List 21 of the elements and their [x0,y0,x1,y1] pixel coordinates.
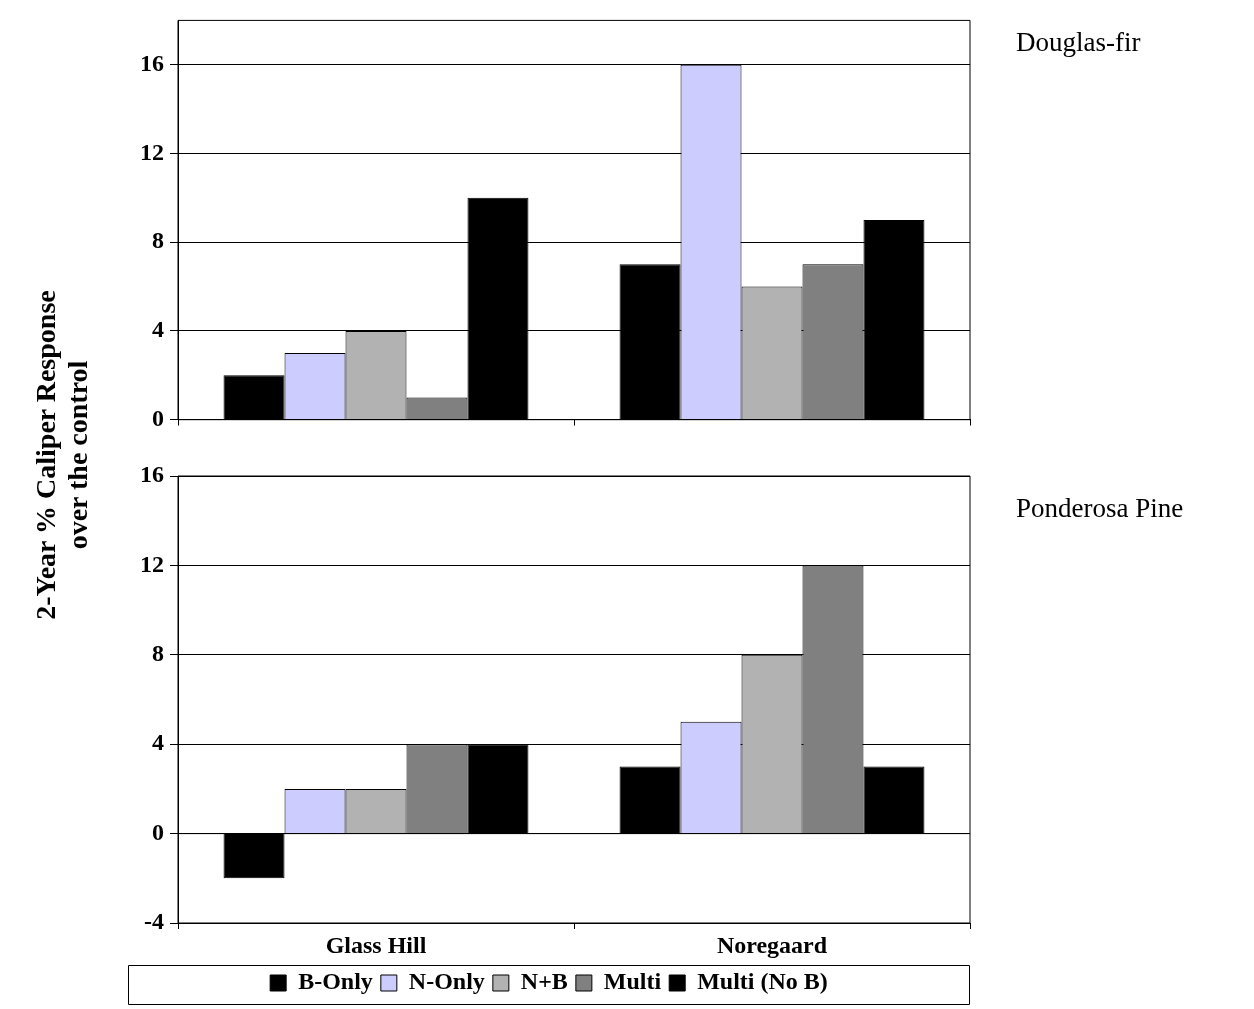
x-tick-label: Glass Hill [325,931,427,958]
legend-label: B-Only [298,968,373,995]
legend-label: Multi [603,968,662,995]
y-tick-label: 12 [140,550,164,577]
legend-label: Multi (No B) [697,968,828,995]
legend-label: N+B [520,968,568,995]
y-tick-label: 16 [140,461,164,488]
y-tick-label: 4 [152,729,164,756]
y-tick-label: 8 [152,640,164,666]
y-tick-label: 12 [140,138,164,165]
y-tick-label: 8 [152,227,164,254]
y-tick-label: 0 [152,818,164,845]
legend-label: N-Only [408,968,485,995]
y-axis-title: 2-Year % Caliper Response over the control [30,289,94,622]
y-tick-label: -4 [144,908,164,935]
y-tick-label: 0 [152,404,164,431]
y-tick-label: 4 [152,316,164,343]
y-tick-label: 16 [140,49,164,76]
text: Ponderosa Pine [1016,492,1184,523]
text: Douglas-fir [1016,26,1141,57]
x-tick-label: Noregaard [716,931,828,958]
